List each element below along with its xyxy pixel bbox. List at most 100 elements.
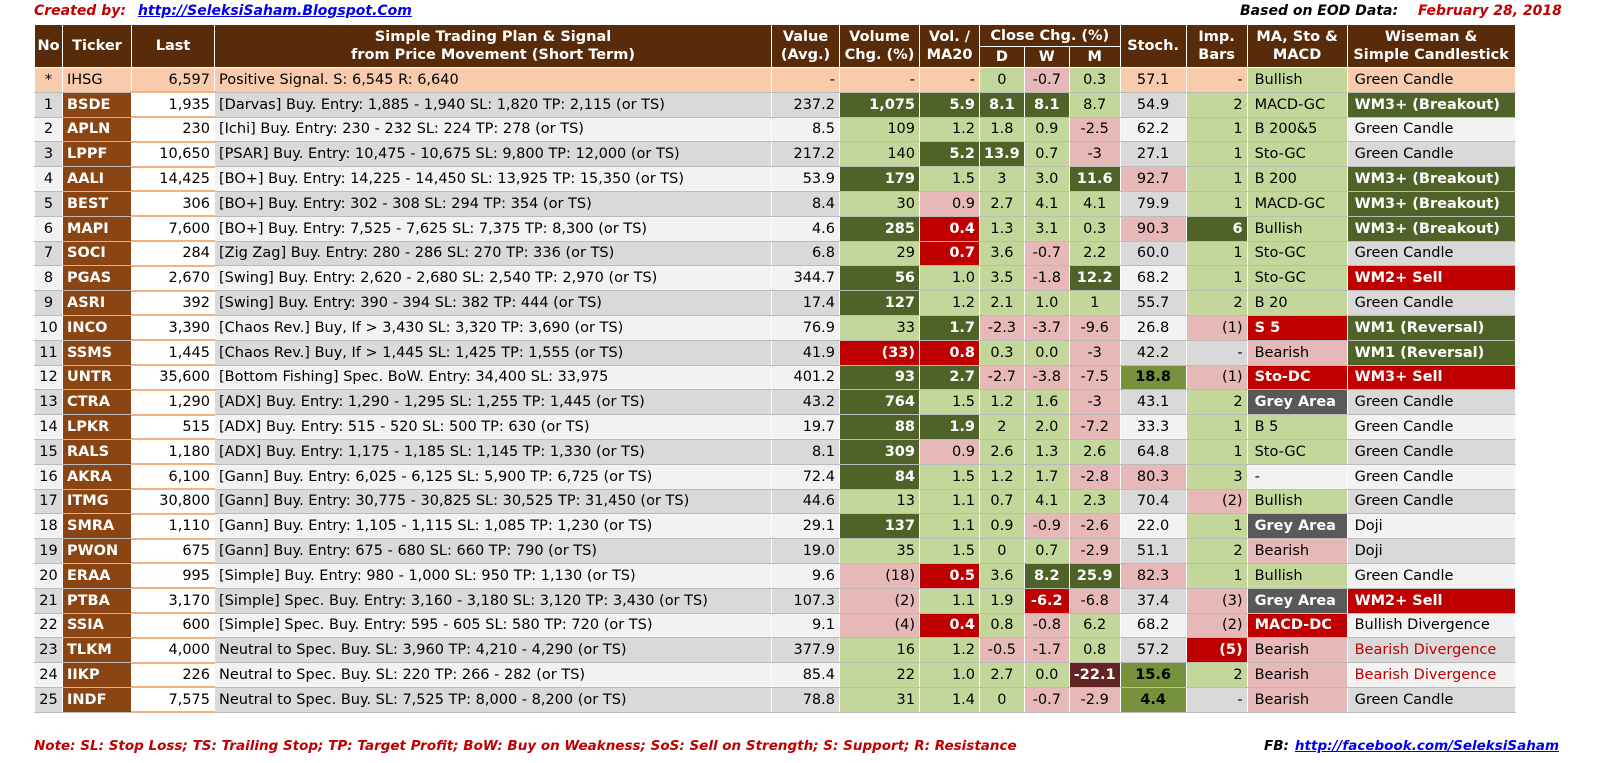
col-ticker: Ticker — [62, 24, 132, 68]
table-row: 23 TLKM 4,000 Neutral to Spec. Buy. SL: 3,9… — [34, 637, 1516, 664]
cell-volma: 0.7 — [919, 240, 980, 267]
table-row: 11 SSMS 1,445 [Chaos Rev.] Buy, If > 1,445 … — [34, 339, 1516, 367]
cell-no: 18 — [34, 513, 63, 540]
cell-plan: [Bottom Fishing] Spec. BoW. Entry: 34,40… — [214, 364, 772, 391]
cell-w: 3.1 — [1023, 215, 1070, 242]
cell-last: 1,445 — [131, 339, 215, 367]
cell-no: 9 — [34, 290, 63, 316]
cell-plan: [Simple] Spec. Buy. Entry: 3,160 - 3,180… — [214, 587, 772, 614]
cell-wise: Green Candle — [1346, 488, 1516, 515]
cell-m: -22.1 — [1068, 662, 1121, 688]
cell-d: -2.3 — [979, 314, 1025, 341]
cell-stoch: 57.1 — [1119, 67, 1187, 93]
cell-ticker: PGAS — [62, 265, 132, 292]
cell-value: 9.1 — [771, 612, 840, 639]
cell-vol: 137 — [839, 513, 920, 540]
cell-d: 2.1 — [979, 290, 1025, 316]
cell-d: 0 — [979, 67, 1025, 93]
cell-no: 11 — [34, 339, 63, 366]
cell-d: 3.6 — [979, 562, 1025, 589]
cell-stoch: 60.0 — [1119, 240, 1187, 267]
cell-value: 78.8 — [771, 686, 840, 713]
col-ma: MA, Sto & MACD — [1246, 24, 1348, 68]
cell-imp: - — [1185, 686, 1248, 713]
cell-vol: 309 — [839, 438, 920, 465]
cell-vol: (18) — [839, 562, 920, 589]
cell-volma: 0.4 — [919, 612, 980, 639]
cell-ticker: SSMS — [62, 339, 132, 366]
cell-value: 44.6 — [771, 488, 840, 515]
cell-wise: Green Candle — [1346, 438, 1516, 465]
cell-imp: (1) — [1185, 364, 1248, 391]
facebook-link[interactable]: http://facebook.com/SeleksiSaham — [1294, 738, 1560, 754]
cell-wise: Green Candle — [1346, 240, 1516, 267]
cell-w: -0.7 — [1023, 240, 1070, 267]
cell-w: 0.9 — [1023, 116, 1070, 143]
cell-plan: [ADX] Buy. Entry: 515 - 520 SL: 500 TP: … — [214, 414, 772, 440]
cell-volma: 1.7 — [919, 314, 980, 341]
cell-stoch: 68.2 — [1119, 612, 1187, 639]
cell-wise: WM2+ Sell — [1346, 265, 1516, 292]
cell-no: 8 — [34, 265, 63, 292]
cell-ma: Bearish — [1246, 339, 1348, 366]
cell-wise: WM3+ (Breakout) — [1346, 166, 1516, 192]
cell-m: 2.2 — [1068, 240, 1121, 267]
cell-volma: 1.5 — [919, 538, 980, 564]
cell-plan: [BO+] Buy. Entry: 302 - 308 SL: 294 TP: … — [214, 190, 772, 217]
cell-stoch: 92.7 — [1119, 166, 1187, 192]
cell-vol: 22 — [839, 662, 920, 688]
cell-stoch: 90.3 — [1119, 215, 1187, 242]
cell-no: 10 — [34, 314, 63, 341]
cell-imp: 2 — [1185, 290, 1248, 316]
cell-plan: [Swing] Buy. Entry: 2,620 - 2,680 SL: 2,… — [214, 265, 772, 292]
cell-stoch: 80.3 — [1119, 463, 1187, 490]
cell-volma: 5.9 — [919, 91, 980, 118]
cell-volma: 1.5 — [919, 166, 980, 192]
cell-imp: 1 — [1185, 116, 1248, 143]
cell-d: 1.9 — [979, 587, 1025, 614]
cell-no: 19 — [34, 538, 63, 564]
cell-value: 19.7 — [771, 414, 840, 440]
cell-wise: Doji — [1346, 538, 1516, 564]
cell-stoch: 82.3 — [1119, 562, 1187, 589]
cell-vol: 33 — [839, 314, 920, 341]
cell-d: 2 — [979, 414, 1025, 440]
cell-ma: Sto-DC — [1246, 364, 1348, 391]
cell-value: 9.6 — [771, 562, 840, 589]
col-imp: Imp. Bars — [1185, 24, 1248, 68]
cell-wise: Green Candle — [1346, 290, 1516, 316]
cell-ticker: PTBA — [62, 587, 132, 614]
cell-last: 306 — [131, 190, 215, 218]
cell-d: 2.6 — [979, 438, 1025, 465]
cell-vol: 88 — [839, 414, 920, 440]
blog-link[interactable]: http://SeleksiSaham.Blogspot.Com — [137, 3, 412, 19]
cell-ma: Bearish — [1246, 637, 1348, 664]
cell-no: 3 — [34, 141, 63, 168]
table-body: * IHSG 6,597 Positive Signal. S: 6,545 R: 6… — [34, 67, 1516, 714]
cell-value: 43.2 — [771, 389, 840, 416]
cell-imp: 2 — [1185, 389, 1248, 416]
cell-stoch: 26.8 — [1119, 314, 1187, 341]
cell-last: 35,600 — [131, 364, 215, 391]
cell-last: 6,597 — [131, 67, 215, 94]
cell-last: 392 — [131, 290, 215, 317]
table-row: 5 BEST 306 [BO+] Buy. Entry: 302 - 308 SL: … — [34, 190, 1516, 218]
cell-no: 17 — [34, 488, 63, 515]
cell-no: 12 — [34, 364, 63, 391]
cell-plan: [Darvas] Buy. Entry: 1,885 - 1,940 SL: 1… — [214, 91, 772, 118]
cell-imp: (5) — [1185, 637, 1248, 664]
table-row: 24 IIKP 226 Neutral to Spec. Buy. SL: 220 T… — [34, 662, 1516, 689]
cell-wise: WM1 (Reversal) — [1346, 339, 1516, 366]
cell-ticker: LPKR — [62, 414, 132, 440]
cell-value: 217.2 — [771, 141, 840, 168]
cell-value: 237.2 — [771, 91, 840, 118]
cell-plan: [Gann] Buy. Entry: 30,775 - 30,825 SL: 3… — [214, 488, 772, 515]
cell-ticker: AKRA — [62, 463, 132, 490]
cell-ma: Sto-GC — [1246, 438, 1348, 465]
cell-w: -0.7 — [1023, 686, 1070, 713]
col-plan: Simple Trading Plan & Signal from Price … — [214, 24, 772, 68]
table-row: 25 INDF 7,575 Neutral to Spec. Buy. SL: 7,5… — [34, 686, 1516, 714]
cell-vol: (33) — [839, 339, 920, 366]
cell-wise: Doji — [1346, 513, 1516, 540]
cell-imp: 1 — [1185, 562, 1248, 589]
